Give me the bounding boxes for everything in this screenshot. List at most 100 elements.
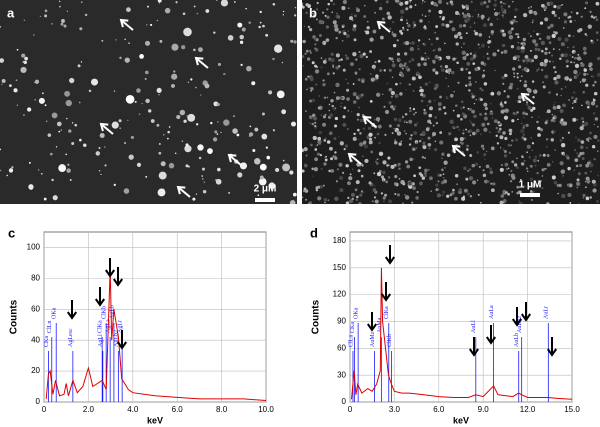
particle bbox=[518, 65, 522, 69]
particle bbox=[363, 4, 366, 7]
particle bbox=[387, 176, 391, 179]
particle bbox=[330, 98, 334, 103]
particle bbox=[311, 113, 316, 118]
particle bbox=[167, 137, 169, 140]
peak-label: AgLb bbox=[109, 305, 115, 319]
particle bbox=[328, 131, 333, 136]
particle bbox=[130, 135, 135, 140]
particle bbox=[459, 36, 463, 40]
particle bbox=[540, 3, 545, 8]
particle bbox=[349, 16, 354, 21]
particle bbox=[427, 168, 430, 171]
particle bbox=[468, 71, 471, 75]
particle bbox=[384, 109, 390, 115]
particle bbox=[510, 27, 514, 31]
particle bbox=[565, 59, 569, 63]
particle bbox=[424, 156, 427, 159]
particle bbox=[193, 5, 196, 8]
particle bbox=[574, 158, 579, 163]
particle bbox=[158, 171, 167, 180]
particle bbox=[202, 167, 205, 171]
particle bbox=[514, 15, 517, 19]
particle bbox=[80, 61, 83, 63]
particle bbox=[328, 109, 331, 112]
particle bbox=[573, 61, 575, 64]
particle bbox=[245, 7, 247, 10]
particle bbox=[223, 119, 230, 126]
particle bbox=[378, 151, 384, 157]
particle bbox=[588, 62, 593, 67]
particle bbox=[533, 11, 538, 16]
particle bbox=[98, 147, 101, 149]
particle bbox=[306, 57, 311, 61]
particle bbox=[347, 181, 351, 186]
particle bbox=[495, 134, 498, 138]
particle bbox=[324, 58, 327, 61]
particle bbox=[512, 72, 516, 75]
particle bbox=[374, 185, 376, 187]
particle bbox=[441, 157, 443, 160]
particle bbox=[437, 47, 442, 52]
particle bbox=[497, 129, 501, 134]
particle bbox=[594, 117, 599, 121]
particle bbox=[302, 2, 304, 6]
particle bbox=[575, 97, 578, 101]
particle bbox=[537, 128, 539, 131]
particle bbox=[511, 170, 513, 172]
particle bbox=[424, 15, 427, 18]
particle bbox=[331, 104, 335, 108]
particle bbox=[104, 146, 106, 148]
particle bbox=[311, 122, 315, 126]
particle bbox=[466, 61, 471, 66]
particle bbox=[469, 52, 473, 55]
particle bbox=[272, 129, 276, 132]
particle bbox=[560, 118, 564, 122]
particle bbox=[468, 168, 472, 171]
particle bbox=[392, 33, 397, 38]
particle bbox=[99, 133, 105, 139]
particle bbox=[354, 71, 358, 75]
particle bbox=[517, 36, 520, 39]
particle bbox=[408, 119, 413, 124]
x-tick-label: 15.0 bbox=[564, 405, 580, 414]
particle bbox=[361, 191, 364, 194]
particle bbox=[459, 136, 464, 142]
particle bbox=[568, 15, 572, 19]
particle bbox=[507, 88, 509, 90]
particle bbox=[541, 68, 544, 72]
particle bbox=[499, 0, 503, 4]
particle bbox=[542, 81, 545, 84]
particle bbox=[136, 162, 142, 167]
particle bbox=[454, 104, 458, 107]
particle bbox=[395, 82, 398, 86]
particle bbox=[376, 171, 382, 177]
particle bbox=[538, 37, 542, 41]
arrow-head bbox=[376, 20, 386, 30]
peak-label: AuLb2 bbox=[517, 316, 523, 333]
particle bbox=[550, 138, 554, 142]
arrow-shaft bbox=[228, 154, 242, 166]
particle bbox=[220, 131, 222, 134]
particle bbox=[402, 116, 404, 119]
particle bbox=[100, 173, 102, 176]
peak-label: CKa bbox=[44, 336, 50, 347]
peak-label: ClLn bbox=[47, 321, 53, 333]
scale-bar-label: 1 μM bbox=[519, 180, 542, 191]
particle bbox=[205, 9, 210, 13]
particle bbox=[551, 33, 556, 39]
particle bbox=[538, 184, 541, 187]
particle bbox=[595, 16, 597, 18]
particle bbox=[537, 159, 540, 162]
particle bbox=[471, 15, 474, 18]
particle bbox=[516, 87, 519, 90]
peak-label: AgLb2 bbox=[114, 330, 120, 347]
particle bbox=[392, 60, 395, 63]
particle bbox=[552, 105, 557, 110]
particle bbox=[567, 131, 570, 134]
particle bbox=[524, 54, 529, 59]
particle bbox=[586, 73, 589, 76]
particle bbox=[397, 118, 402, 123]
particle bbox=[343, 106, 347, 110]
particle bbox=[347, 30, 350, 32]
particle bbox=[567, 192, 572, 198]
